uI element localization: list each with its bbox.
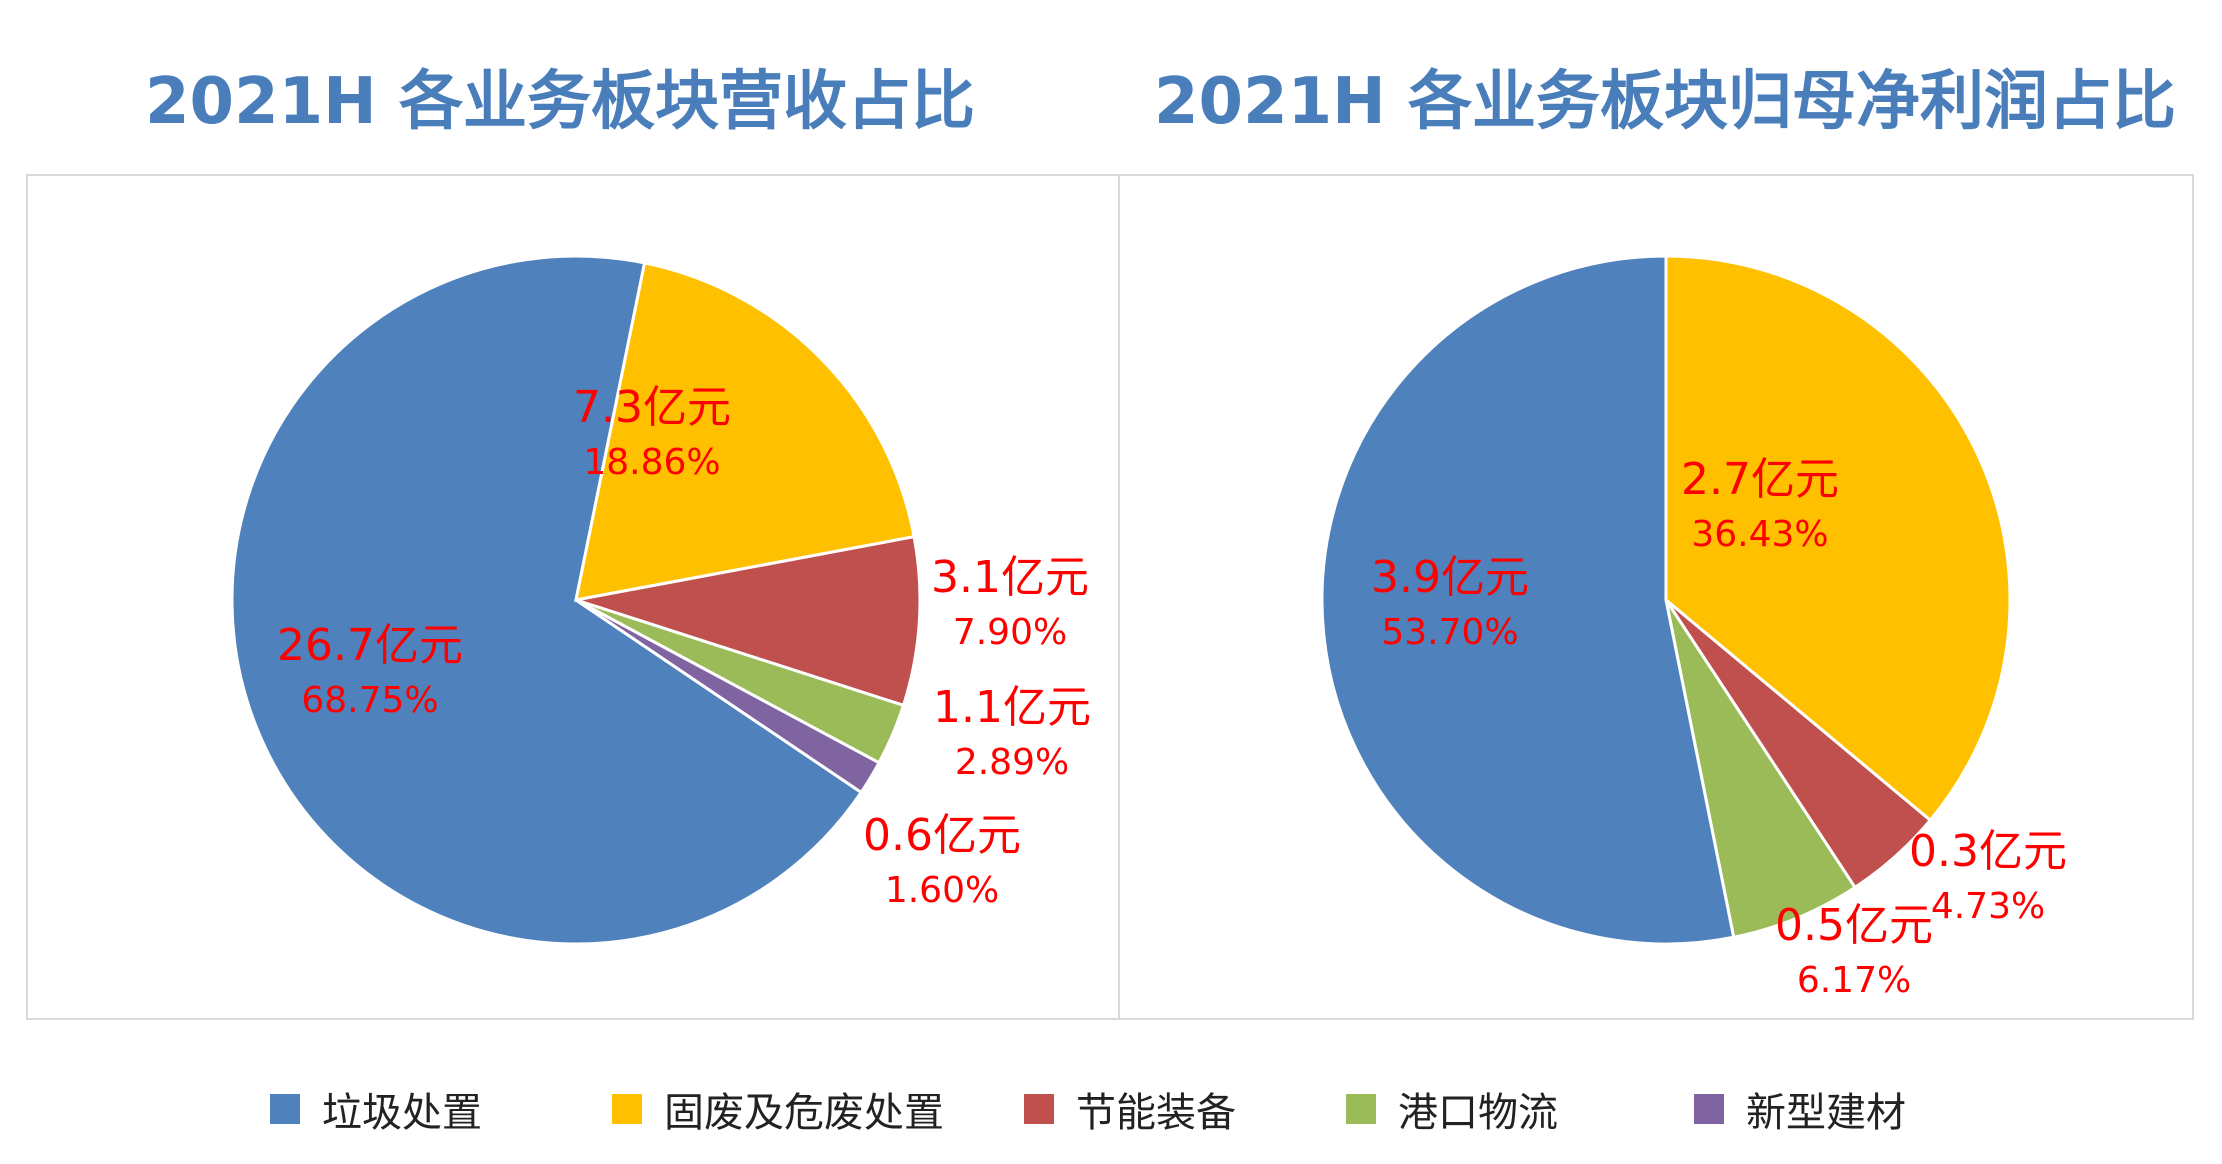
legend-item-building-materials: 新型建材 <box>1694 1074 1906 1144</box>
right-chart-panel: 2.7亿元 36.43% 0.3亿元 4.73% 0.5亿元 6.17% 3.9亿元 53.7… <box>1118 174 2194 1020</box>
slice-percent-label: 1.60% <box>885 870 999 911</box>
legend-swatch <box>1346 1094 1376 1124</box>
slice-percent-label: 4.73% <box>1931 886 2045 927</box>
legend-label: 固废及危废处置 <box>664 1090 944 1136</box>
pie-slice <box>1320 254 1736 946</box>
revenue-pie-chart: 26.7亿元 68.75% 7.3亿元 18.86% 3.1亿元 7.90% 1.1亿元 2.… <box>230 254 1091 946</box>
slice-percent-label: 68.75% <box>301 680 438 721</box>
legend-swatch <box>612 1094 642 1124</box>
slice-amount-label: 3.1亿元 <box>931 552 1089 603</box>
legend-swatch <box>1024 1094 1054 1124</box>
pie-slice <box>1664 254 2012 823</box>
legend-item-energy-equipment: 节能装备 <box>1024 1074 1236 1144</box>
pie-slice <box>575 598 882 795</box>
slice-percent-label: 18.86% <box>583 442 720 483</box>
legend-label: 港口物流 <box>1398 1090 1558 1136</box>
legend-item-garbage: 垃圾处置 <box>270 1074 482 1144</box>
slice-percent-label: 36.43% <box>1691 514 1828 555</box>
legend: 垃圾处置 固废及危废处置 节能装备 港口物流 新型建材 <box>0 1074 2222 1144</box>
legend-item-solid-waste: 固废及危废处置 <box>612 1074 944 1144</box>
pie-slice <box>575 534 922 708</box>
slice-percent-label: 6.17% <box>1797 960 1911 1001</box>
legend-item-port-logistics: 港口物流 <box>1346 1074 1558 1144</box>
pie-slice <box>230 254 864 946</box>
profit-pie-chart: 2.7亿元 36.43% 0.3亿元 4.73%0.5亿元 6.17% 3.9亿元 53.7… <box>1320 254 2067 1001</box>
legend-swatch <box>1694 1094 1724 1124</box>
left-chart-panel: 26.7亿元 68.75% 7.3亿元 18.86% 3.1亿元 7.90% 1.1亿元 2.… <box>26 174 1120 1020</box>
legend-label: 垃圾处置 <box>322 1090 482 1136</box>
slice-percent-label: 2.89% <box>955 742 1069 783</box>
slice-amount-label: 1.1亿元 <box>933 682 1091 733</box>
pie-slice <box>1664 599 1858 940</box>
slice-percent-label: 53.70% <box>1381 612 1518 653</box>
right-chart-title: 2021H 各业务板块归母净利润占比 <box>1154 65 2176 139</box>
slice-amount-label: 0.5亿元 <box>1775 900 1933 951</box>
legend-label: 节能装备 <box>1076 1090 1236 1136</box>
legend-label: 新型建材 <box>1746 1090 1906 1136</box>
slice-amount-label: 0.6亿元 <box>863 810 1021 861</box>
slice-amount-label: 7.3亿元 <box>573 382 731 433</box>
slice-amount-label: 2.7亿元 <box>1681 454 1839 505</box>
left-chart-title: 2021H 各业务板块营收占比 <box>145 65 975 139</box>
legend-swatch <box>270 1094 300 1124</box>
slice-amount-label: 0.3亿元 <box>1909 826 2067 877</box>
slice-percent-label: 7.90% <box>953 612 1067 653</box>
pie-slice <box>574 261 916 602</box>
slice-amount-label: 26.7亿元 <box>277 620 463 671</box>
slice-amount-label: 3.9亿元 <box>1371 552 1529 603</box>
